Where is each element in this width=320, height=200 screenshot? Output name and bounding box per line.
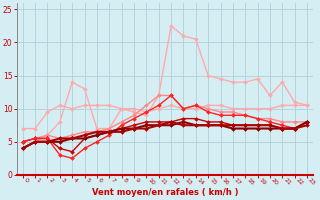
X-axis label: Vent moyen/en rafales ( km/h ): Vent moyen/en rafales ( km/h ) <box>92 188 238 197</box>
